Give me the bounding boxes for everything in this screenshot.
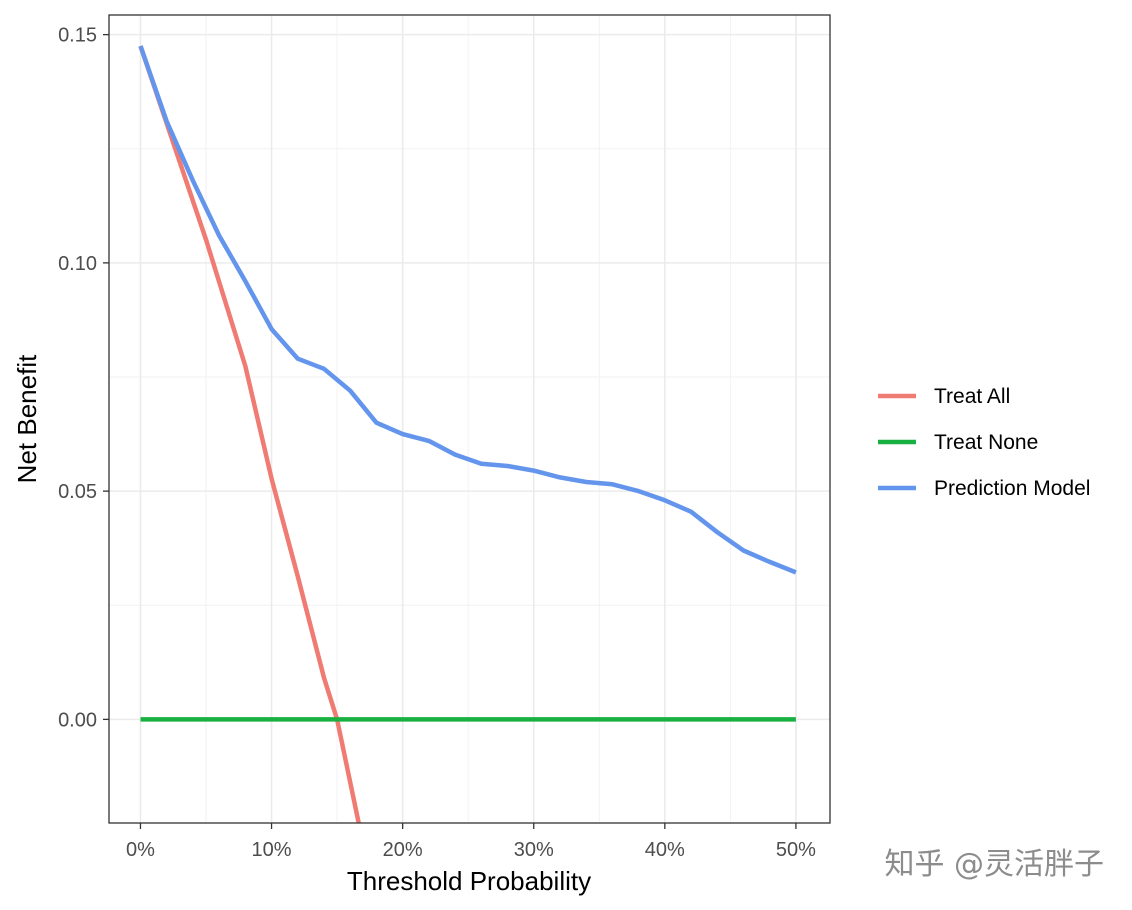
y-tick-label: 0.15 bbox=[58, 25, 97, 47]
series-line-treat-all bbox=[138, 45, 361, 823]
legend-item: Treat None bbox=[878, 431, 1038, 454]
legend-item: Prediction Model bbox=[878, 477, 1090, 500]
x-axis-title: Threshold Probability bbox=[347, 866, 591, 896]
series-line-prediction-model bbox=[138, 45, 797, 575]
watermark: 知乎 @灵活胖子 bbox=[884, 847, 1104, 882]
gridlines bbox=[109, 15, 830, 823]
y-tick-label: 0.10 bbox=[58, 253, 97, 275]
plot-background bbox=[109, 15, 830, 823]
legend-item: Treat All bbox=[878, 385, 1010, 408]
x-tick-label: 40% bbox=[645, 839, 685, 861]
y-tick-label: 0.00 bbox=[58, 709, 97, 731]
legend-label: Treat All bbox=[934, 385, 1010, 408]
legend: Treat All Treat None Prediction Model bbox=[878, 385, 1090, 500]
series-lines bbox=[138, 45, 797, 823]
x-tick-label: 50% bbox=[776, 839, 816, 861]
y-tick-label: 0.05 bbox=[58, 481, 97, 503]
legend-label: Treat None bbox=[934, 431, 1038, 454]
y-axis: 0.00 0.05 0.10 0.15 bbox=[58, 25, 109, 731]
x-tick-label: 20% bbox=[383, 839, 423, 861]
x-tick-label: 10% bbox=[252, 839, 292, 861]
plot-border bbox=[108, 14, 831, 824]
x-tick-label: 0% bbox=[126, 839, 155, 861]
x-tick-label: 30% bbox=[514, 839, 554, 861]
legend-label: Prediction Model bbox=[934, 477, 1090, 500]
x-axis: 0% 10% 20% 30% 40% 50% bbox=[126, 823, 816, 861]
y-axis-title: Net Benefit bbox=[12, 354, 42, 483]
